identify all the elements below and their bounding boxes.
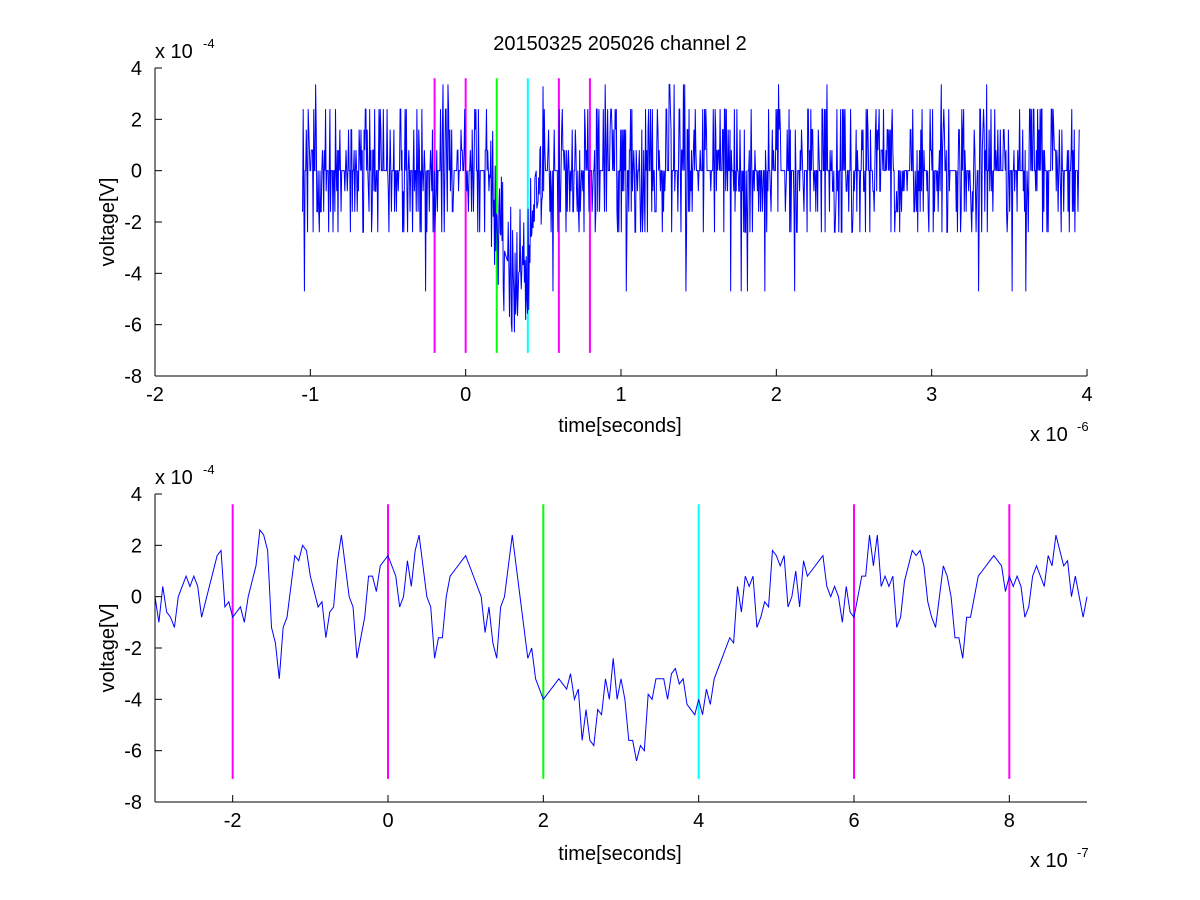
top-trace xyxy=(302,83,1080,333)
bottom-trace xyxy=(154,528,1088,762)
top-x-tick-label-5: 3 xyxy=(926,384,937,406)
top-trace-line xyxy=(302,83,1080,333)
bottom-markers xyxy=(231,504,1011,779)
bottom-y-exponent-power: -4 xyxy=(203,462,215,477)
bottom-x-axis-label: time[seconds] xyxy=(558,843,681,865)
top-x-tick-label-3: 1 xyxy=(615,384,626,406)
figure-title: 20150325 205026 channel 2 xyxy=(493,33,747,55)
top-x-tick-label-0: -2 xyxy=(146,384,164,406)
top-y-tick-label-1: -6 xyxy=(124,315,142,337)
bot-y-tick-label-2: -4 xyxy=(124,689,142,711)
bottom-y-exponent-base: x 10 xyxy=(155,467,193,489)
bot-y-tick-label-1: -6 xyxy=(124,741,142,763)
bot-x-tick-label-0: -2 xyxy=(224,810,242,832)
bot-x-tick-label-3: 4 xyxy=(693,810,704,832)
top-y-exponent-base: x 10 xyxy=(155,41,193,63)
top-x-axis-label: time[seconds] xyxy=(558,415,681,437)
top-y-axis-label: voltage[V] xyxy=(97,178,119,267)
top-x-exponent-base: x 10 xyxy=(1030,424,1068,446)
top-y-tick-label-6: 4 xyxy=(131,58,142,80)
top-y-tick-label-0: -8 xyxy=(124,366,142,388)
bot-y-tick-label-0: -8 xyxy=(124,792,142,814)
top-x-exponent-power: -6 xyxy=(1077,419,1089,434)
bot-x-tick-label-4: 6 xyxy=(848,810,859,832)
top-y-tick-label-5: 2 xyxy=(131,109,142,131)
top-y-exponent-power: -4 xyxy=(203,36,215,51)
axes-top: -2 -1 0 1 2 3 4 -8 -6 -4 -2 0 2 4 x 10 -4 x 10 -6 tim… xyxy=(97,36,1093,446)
bottom-y-axis-label: voltage[V] xyxy=(97,604,119,693)
bot-y-tick-label-6: 4 xyxy=(131,484,142,506)
top-ticks: -2 -1 0 1 2 3 4 -8 -6 -4 -2 0 2 4 xyxy=(124,58,1092,406)
bottom-axes-frame xyxy=(154,494,1087,803)
bot-y-tick-label-3: -2 xyxy=(124,638,142,660)
bottom-x-exponent-power: -7 xyxy=(1077,845,1089,860)
bot-y-tick-label-5: 2 xyxy=(131,535,142,557)
bottom-ticks: -2 0 2 4 6 8 -8 -6 -4 -2 0 2 4 xyxy=(124,484,1015,832)
top-y-tick-label-2: -4 xyxy=(124,263,142,285)
top-x-tick-label-6: 4 xyxy=(1081,384,1092,406)
top-x-tick-label-2: 0 xyxy=(460,384,471,406)
axes-bottom: -2 0 2 4 6 8 -8 -6 -4 -2 0 2 4 x 10 -4 x 10 -7 time[… xyxy=(97,462,1089,872)
bot-x-tick-label-2: 2 xyxy=(538,810,549,832)
top-y-tick-label-4: 0 xyxy=(131,161,142,183)
top-x-tick-label-1: -1 xyxy=(301,384,319,406)
bot-x-tick-label-5: 8 xyxy=(1004,810,1015,832)
top-x-tick-label-4: 2 xyxy=(771,384,782,406)
bot-y-tick-label-4: 0 xyxy=(131,587,142,609)
bot-trace-line xyxy=(154,528,1088,762)
bot-x-tick-label-1: 0 xyxy=(382,810,393,832)
bottom-x-exponent-base: x 10 xyxy=(1030,850,1068,872)
top-y-tick-label-3: -2 xyxy=(124,212,142,234)
